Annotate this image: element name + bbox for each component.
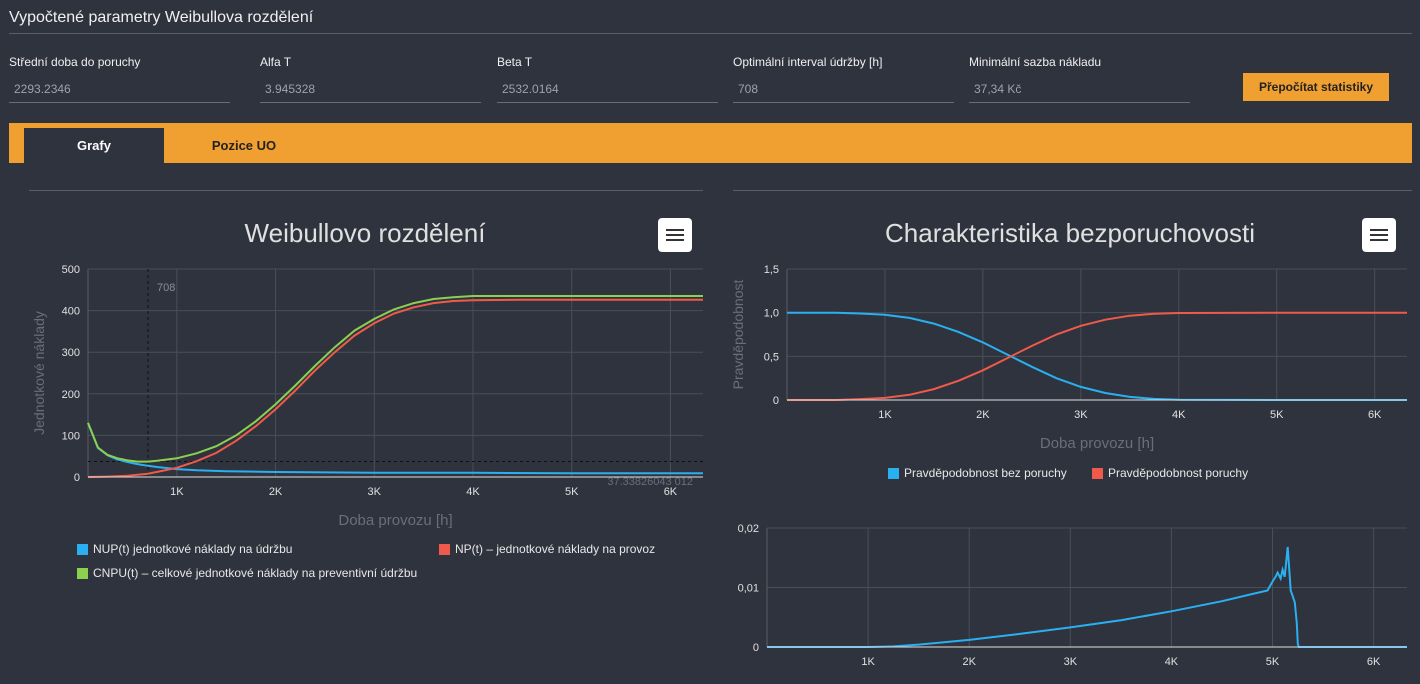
legend-swatch-failure xyxy=(1092,467,1103,479)
weibull-chart-menu-button[interactable] xyxy=(658,218,692,252)
x-tick-label: 5K xyxy=(1266,656,1280,668)
legend-item-np[interactable]: NP(t) – jednotkové náklady na provoz xyxy=(439,542,655,556)
beta-input[interactable] xyxy=(497,78,718,103)
x-tick-label: 2K xyxy=(976,409,990,421)
hamburger-menu-icon xyxy=(666,229,684,241)
y-tick-label: 300 xyxy=(62,347,80,359)
x-tick-label: 2K xyxy=(269,486,283,498)
tab-bar: Grafy Pozice UO xyxy=(9,123,1412,163)
y-tick-label: 100 xyxy=(62,430,80,442)
legend-label-reliability: Pravděpodobnost bez poruchy xyxy=(904,466,1067,480)
x-tick-label: 3K xyxy=(1064,656,1078,668)
y-tick-label: 1,5 xyxy=(764,264,779,276)
field-beta-label: Beta T xyxy=(497,55,533,69)
mttf-input[interactable] xyxy=(9,78,230,103)
title-divider xyxy=(9,33,1412,34)
min-cost-input[interactable] xyxy=(969,78,1190,103)
field-mttf: Střední doba do poruchy xyxy=(9,55,230,103)
y-axis-title: Pravděpodobnost xyxy=(730,280,746,390)
left-panel-divider xyxy=(29,190,703,191)
field-min-cost-label: Minimální sazba nákladu xyxy=(969,55,1102,69)
legend-swatch-cnpu xyxy=(77,567,88,579)
weibull-chart: 0 100 200 300 400 500 1K 2K 3K 4K 5K 6K 708 37.338260… xyxy=(31,264,703,529)
legend-item-reliability[interactable]: Pravděpodobnost bez poruchy xyxy=(888,466,1067,480)
tab-grafy[interactable]: Grafy xyxy=(24,128,164,163)
field-alfa: Alfa T xyxy=(260,55,481,103)
legend-label-nup: NUP(t) jednotkové náklady na údržbu xyxy=(93,542,293,556)
field-alfa-label: Alfa T xyxy=(260,55,292,69)
field-mttf-label: Střední doba do poruchy xyxy=(9,55,141,69)
x-axis-title: Doba provozu [h] xyxy=(338,512,452,529)
legend-label-failure: Pravděpodobnost poruchy xyxy=(1108,466,1249,480)
alfa-input[interactable] xyxy=(260,78,481,103)
hamburger-menu-icon xyxy=(1370,229,1388,241)
x-tick-label: 2K xyxy=(962,656,976,668)
series-line-1 xyxy=(87,298,703,478)
weibull-chart-title: Weibullovo rozdělení xyxy=(244,218,486,248)
x-tick-label: 5K xyxy=(1270,409,1284,421)
field-interval-label: Optimální interval údržby [h] xyxy=(733,55,883,69)
x-tick-label: 3K xyxy=(1074,409,1088,421)
legend-label-np: NP(t) – jednotkové náklady na provoz xyxy=(455,542,656,556)
field-interval: Optimální interval údržby [h] xyxy=(733,55,954,103)
y-tick-label: 0,5 xyxy=(764,351,779,363)
legend-item-nup[interactable]: NUP(t) jednotkové náklady na údržbu xyxy=(77,542,292,556)
x-tick-label: 6K xyxy=(664,486,678,498)
x-tick-label: 6K xyxy=(1367,656,1381,668)
y-tick-label: 500 xyxy=(62,264,80,276)
y-tick-label: 0 xyxy=(753,642,759,654)
tab-pozice-uo[interactable]: Pozice UO xyxy=(211,138,277,153)
field-min-cost: Minimální sazba nákladu xyxy=(969,55,1190,103)
series-line-0 xyxy=(787,311,1407,401)
density-chart: 0 0,01 0,02 1K 2K 3K 4K 5K 6K xyxy=(738,523,1407,668)
legend-label-cnpu: CNPU(t) – celkové jednotkové náklady na … xyxy=(93,566,418,580)
right-panel-divider xyxy=(733,190,1412,191)
x-tick-label: 1K xyxy=(170,486,184,498)
page-title: Vypočtené parametry Weibullova rozdělení xyxy=(9,9,314,26)
x-tick-label: 4K xyxy=(1172,409,1186,421)
y-axis-title: Jednotkové náklady xyxy=(31,311,47,435)
y-tick-label: 400 xyxy=(62,306,80,318)
y-tick-label: 200 xyxy=(62,389,80,401)
legend-item-failure[interactable]: Pravděpodobnost poruchy xyxy=(1092,466,1248,480)
optimal-interval-label: 708 xyxy=(157,282,175,294)
reliability-chart-menu-button[interactable] xyxy=(1362,218,1396,252)
recalculate-button[interactable]: Přepočítat statistiky xyxy=(1243,73,1389,101)
field-beta: Beta T xyxy=(497,55,718,103)
y-tick-label: 0,01 xyxy=(738,583,759,595)
x-tick-label: 3K xyxy=(368,486,382,498)
y-tick-label: 0 xyxy=(773,395,779,407)
x-tick-label: 1K xyxy=(861,656,875,668)
reliability-chart: 0 0,5 1,0 1,5 1K 2K 3K 4K 5K 6K Doba provozu [h] Pr… xyxy=(730,264,1407,452)
series-line-2 xyxy=(87,295,703,463)
reliability-chart-title: Charakteristika bezporuchovosti xyxy=(885,218,1255,248)
x-tick-label: 4K xyxy=(1165,656,1179,668)
y-tick-label: 0,02 xyxy=(738,523,759,535)
legend-item-cnpu[interactable]: CNPU(t) – celkové jednotkové náklady na … xyxy=(77,566,417,580)
x-axis-title: Doba provozu [h] xyxy=(1040,435,1154,452)
x-tick-label: 1K xyxy=(878,409,892,421)
x-tick-label: 5K xyxy=(565,486,579,498)
x-tick-label: 6K xyxy=(1368,409,1382,421)
legend-swatch-np xyxy=(439,543,450,555)
series-line-1 xyxy=(787,311,1407,401)
interval-input[interactable] xyxy=(733,78,954,103)
x-tick-label: 4K xyxy=(466,486,480,498)
y-tick-label: 0 xyxy=(74,472,80,484)
series-line-0 xyxy=(767,546,1407,648)
legend-swatch-reliability xyxy=(888,467,899,479)
min-cost-label: 37.33826043 012 xyxy=(607,476,693,488)
y-tick-label: 1,0 xyxy=(764,308,779,320)
legend-swatch-nup xyxy=(77,543,88,555)
